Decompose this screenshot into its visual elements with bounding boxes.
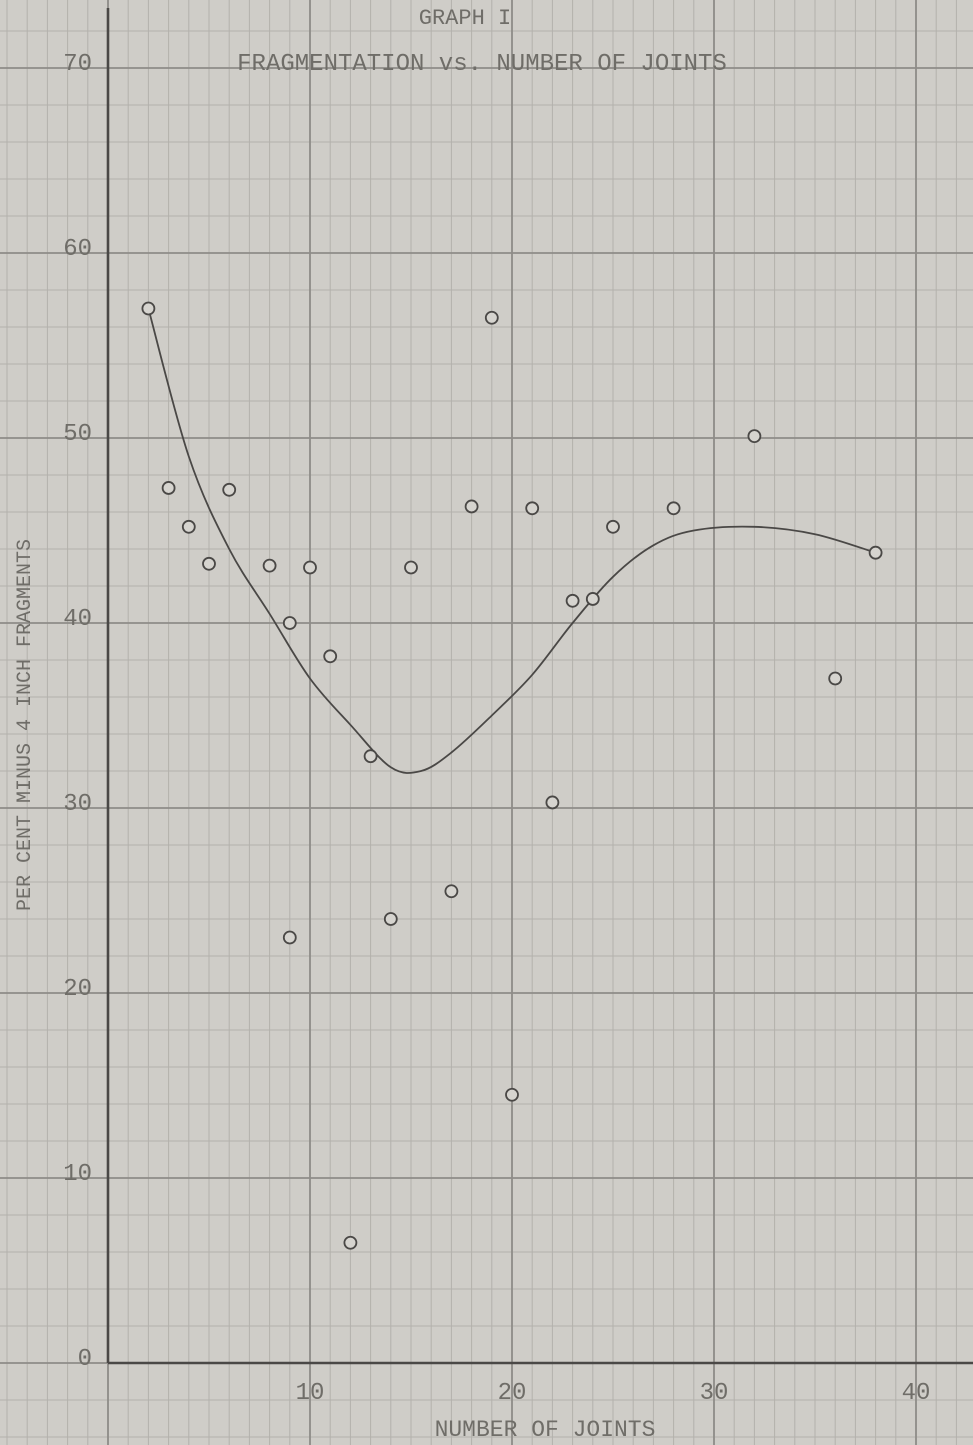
tick-labels: 10 20 30 40 0 10 20 30 40 50 60 70 [63,51,930,1407]
data-point [202,556,216,571]
x-tick-label: 40 [902,1380,931,1407]
data-point [282,616,297,630]
x-axis-label: NUMBER OF JOINTS [435,1417,656,1443]
data-point [383,912,398,926]
data-point [222,482,237,497]
data-point [404,560,418,575]
data-point [868,545,883,560]
x-tick-label: 10 [296,1380,325,1407]
data-point [828,671,843,686]
y-tick-label: 20 [63,976,92,1003]
data-point [303,560,317,575]
x-tick-label: 30 [700,1380,729,1407]
data-point [484,310,499,325]
y-tick-label: 70 [63,51,92,78]
data-point [525,501,540,516]
data-point [606,519,620,534]
y-tick-label: 50 [63,421,92,448]
y-tick-label: 0 [78,1346,92,1373]
data-point [323,649,338,664]
data-point [141,301,156,316]
x-tick-label: 20 [498,1380,527,1407]
data-point [262,558,277,573]
fit-curve-group [147,308,876,774]
data-point [505,1087,519,1102]
y-tick-label: 60 [63,236,92,263]
data-point [161,481,176,495]
data-point [585,592,600,606]
fit-curve [147,308,876,774]
data-point [666,501,681,516]
data-point [444,884,459,899]
data-point [282,930,297,945]
data-point [545,795,560,810]
data-points [141,301,883,1250]
y-axis-label: PER CENT MINUS 4 INCH FRAGMENTS [14,539,37,911]
data-point [747,429,762,444]
data-point [565,593,580,608]
chart-subtitle: FRAGMENTATION vs. NUMBER OF JOINTS [237,51,727,78]
data-point [181,519,196,534]
data-point [363,749,378,764]
data-point [343,1235,358,1250]
y-tick-label: 10 [63,1161,92,1188]
y-tick-label: 40 [63,606,92,633]
data-point [464,499,479,514]
y-tick-label: 30 [63,791,92,818]
axes [106,8,973,1365]
chart-title: GRAPH I [419,6,511,31]
